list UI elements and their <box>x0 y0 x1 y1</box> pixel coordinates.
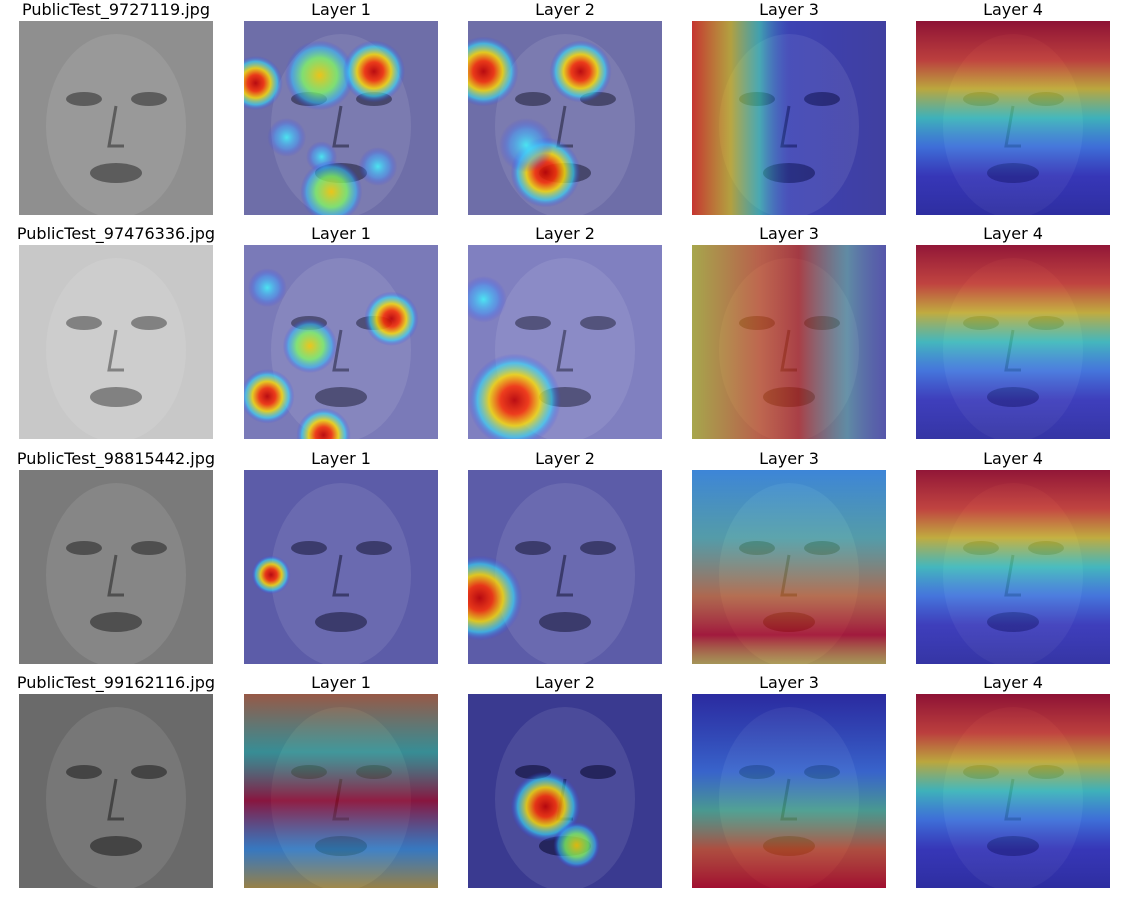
face-image <box>19 470 213 664</box>
face-image <box>19 21 213 215</box>
image-filename: PublicTest_98815442.jpg <box>16 449 216 468</box>
layer-title: Layer 2 <box>535 449 595 468</box>
attention-heatmap <box>468 694 662 888</box>
image-filename: PublicTest_9727119.jpg <box>22 0 210 19</box>
layer-title: Layer 4 <box>983 224 1043 243</box>
image-filename: PublicTest_97476336.jpg <box>16 224 216 243</box>
layer-title: Layer 3 <box>759 0 819 19</box>
attention-heatmap <box>692 694 886 888</box>
attention-heatmap <box>468 245 662 439</box>
layer-title: Layer 1 <box>311 224 371 243</box>
layer-title: Layer 3 <box>759 449 819 468</box>
layer-title: Layer 4 <box>983 673 1043 692</box>
layer-title: Layer 1 <box>311 0 371 19</box>
attention-heatmap <box>244 694 438 888</box>
attention-heatmap <box>244 470 438 664</box>
layer-title: Layer 3 <box>759 224 819 243</box>
attention-heatmap <box>916 470 1110 664</box>
attention-heatmap <box>692 245 886 439</box>
layer-title: Layer 1 <box>311 449 371 468</box>
layer-title: Layer 2 <box>535 673 595 692</box>
attention-heatmap <box>692 470 886 664</box>
attention-heatmap <box>468 470 662 664</box>
attention-heatmap <box>692 21 886 215</box>
attention-heatmap <box>916 21 1110 215</box>
attention-heatmap <box>244 21 438 215</box>
layer-title: Layer 2 <box>535 224 595 243</box>
layer-title: Layer 2 <box>535 0 595 19</box>
layer-title: Layer 4 <box>983 0 1043 19</box>
layer-title: Layer 4 <box>983 449 1043 468</box>
attention-heatmap <box>244 245 438 439</box>
image-filename: PublicTest_99162116.jpg <box>16 673 216 692</box>
layer-title: Layer 3 <box>759 673 819 692</box>
attention-heatmap <box>916 694 1110 888</box>
face-image <box>19 245 213 439</box>
attention-heatmap <box>468 21 662 215</box>
attention-heatmap <box>916 245 1110 439</box>
layer-title: Layer 1 <box>311 673 371 692</box>
face-image <box>19 694 213 888</box>
